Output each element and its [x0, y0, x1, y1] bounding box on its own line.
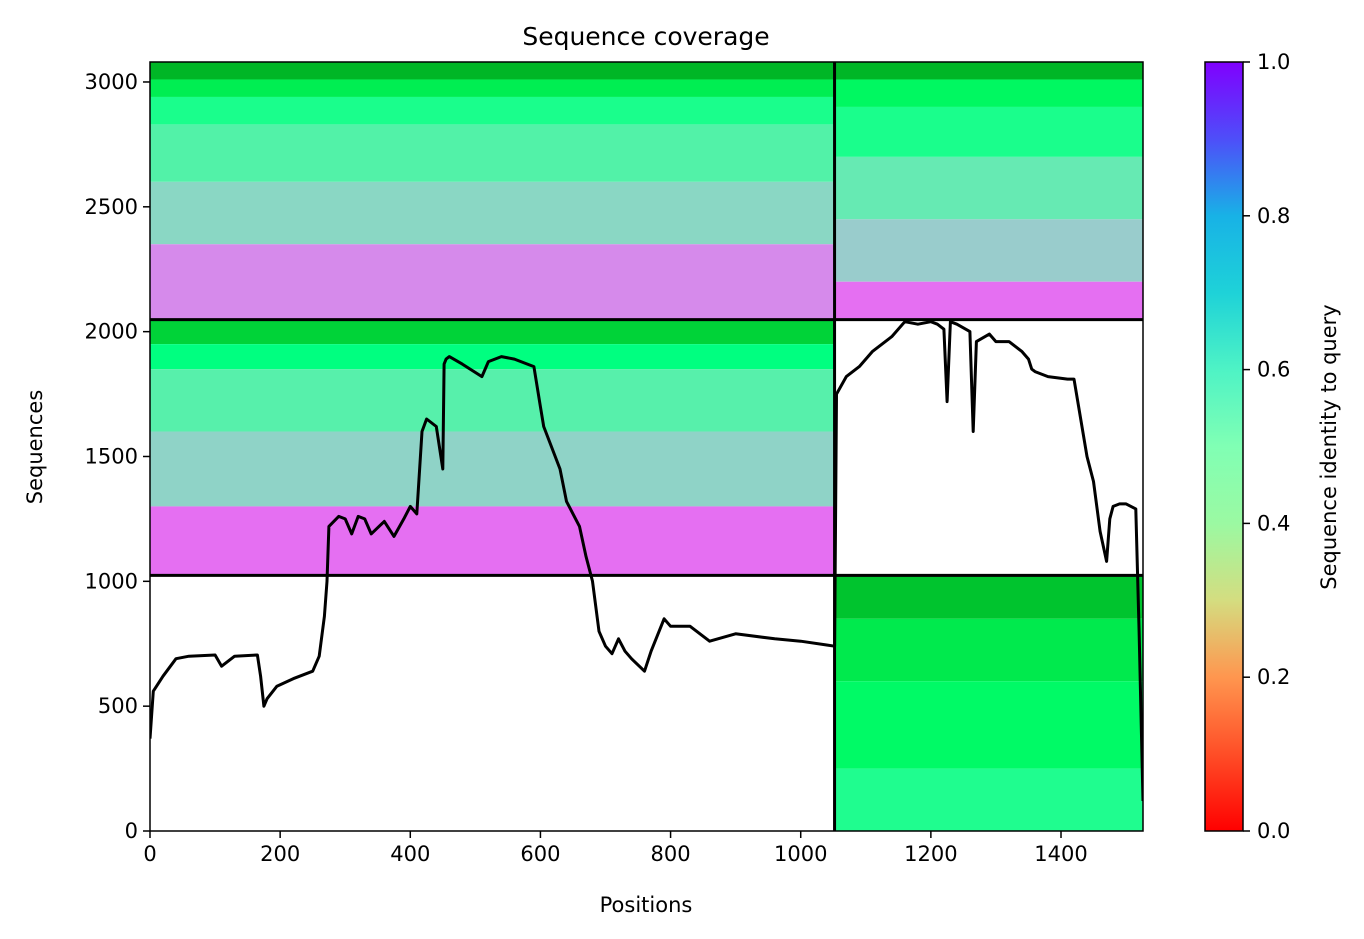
x-tick-label: 0 — [143, 842, 156, 866]
identity-band-1-3 — [834, 156, 1143, 220]
chart-title: Sequence coverage — [522, 22, 769, 51]
x-tick-label: 800 — [651, 842, 691, 866]
plot-frame — [149, 61, 1144, 832]
x-tick-label: 200 — [260, 842, 300, 866]
identity-band-0-4 — [150, 181, 835, 245]
y-tick-label: 1000 — [85, 569, 138, 593]
y-tick-label: 3000 — [85, 70, 138, 94]
identity-band-3-2 — [834, 681, 1143, 769]
identity-band-0-0 — [150, 62, 835, 80]
identity-band-3-0 — [834, 575, 1143, 619]
identity-band-1-2 — [834, 106, 1143, 157]
y-tick-label: 1500 — [85, 444, 138, 468]
x-axis-ticks: 0 200 400 600 800 1000 1200 1400 — [143, 831, 1088, 866]
colorbar-tick-label: 0.2 — [1257, 665, 1290, 689]
y-axis-label: Sequences — [23, 390, 47, 505]
x-tick-label: 1400 — [1034, 842, 1087, 866]
y-axis-ticks: 0 500 1000 1500 2000 2500 3000 — [85, 70, 150, 843]
colorbar-ticks: 0.0 0.2 0.4 0.6 0.8 1.0 — [1243, 50, 1290, 843]
colorbar-tick-label: 1.0 — [1257, 50, 1290, 74]
colorbar — [1204, 61, 1244, 832]
identity-band-3-1 — [834, 618, 1143, 682]
colorbar-tick-label: 0.8 — [1257, 204, 1290, 228]
coverage-line — [150, 320, 1143, 802]
x-tick-label: 400 — [390, 842, 430, 866]
y-tick-label: 2000 — [85, 320, 138, 344]
colorbar-tick-label: 0.6 — [1257, 358, 1290, 382]
colorbar-tick-label: 0.4 — [1257, 511, 1290, 535]
identity-band-1-5 — [834, 281, 1143, 320]
y-tick-label: 2500 — [85, 195, 138, 219]
identity-band-1-0 — [834, 62, 1143, 80]
colorbar-tick-label: 0.0 — [1257, 819, 1290, 843]
identity-band-1-1 — [834, 79, 1143, 107]
identity-band-2-4 — [150, 506, 835, 576]
x-tick-label: 1200 — [904, 842, 957, 866]
identity-band-0-5 — [150, 244, 835, 320]
identity-band-2-0 — [150, 319, 835, 345]
colorbar-label: Sequence identity to query — [1317, 304, 1341, 589]
y-tick-label: 0 — [125, 819, 138, 843]
coverage-blocks — [150, 62, 1143, 831]
identity-band-3-3 — [834, 768, 1143, 831]
identity-band-0-2 — [150, 96, 835, 125]
identity-band-0-1 — [150, 79, 835, 97]
identity-band-1-4 — [834, 219, 1143, 282]
x-tick-label: 1000 — [774, 842, 827, 866]
identity-band-2-2 — [150, 369, 835, 432]
identity-band-0-3 — [150, 124, 835, 182]
y-tick-label: 500 — [98, 694, 138, 718]
x-axis-label: Positions — [600, 893, 693, 917]
chain-boundaries — [150, 62, 1143, 831]
x-tick-label: 600 — [520, 842, 560, 866]
identity-band-2-1 — [150, 344, 835, 370]
identity-band-2-3 — [150, 431, 835, 507]
